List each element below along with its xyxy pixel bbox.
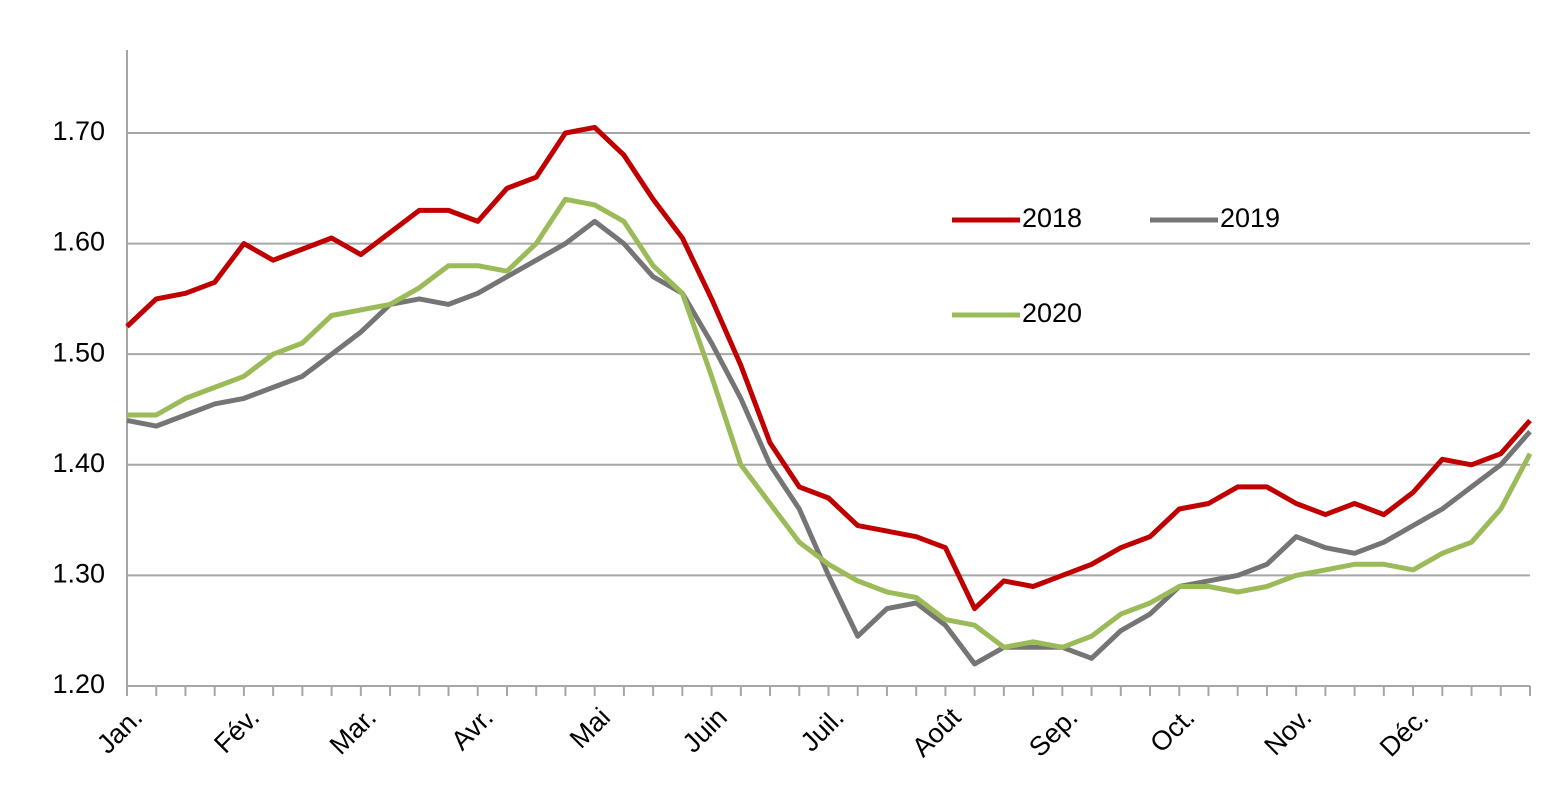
y-tick-label: 1.70 xyxy=(52,116,105,146)
x-tick-label: Avr. xyxy=(445,702,499,756)
legend-label: 2019 xyxy=(1220,203,1280,233)
x-tick-label: Sep. xyxy=(1023,702,1083,762)
x-tick-label: Août xyxy=(906,702,967,763)
x-tick-label: Jan. xyxy=(91,702,148,759)
legend-label: 2020 xyxy=(1022,298,1082,328)
x-tick-label: Juin xyxy=(677,702,733,758)
y-tick-label: 1.20 xyxy=(52,669,105,699)
line-series xyxy=(127,196,1533,650)
y-tick-label: 1.50 xyxy=(52,337,105,367)
x-tick-label: Juil. xyxy=(795,702,850,757)
line-series xyxy=(125,124,1532,612)
x-tick-label: Fév. xyxy=(208,702,265,759)
y-tick-label: 1.40 xyxy=(52,448,105,478)
y-tick-label: 1.60 xyxy=(52,227,105,257)
y-tick-label: 1.30 xyxy=(52,559,105,589)
line-series xyxy=(126,218,1532,667)
x-tick-label: Oct. xyxy=(1144,702,1200,758)
x-tick-label: Nov. xyxy=(1258,702,1317,761)
x-tick-label: Mai xyxy=(564,702,616,754)
x-tick-label: Mar. xyxy=(324,702,382,760)
legend-label: 2018 xyxy=(1022,203,1082,233)
x-tick-label: Déc. xyxy=(1374,702,1434,762)
